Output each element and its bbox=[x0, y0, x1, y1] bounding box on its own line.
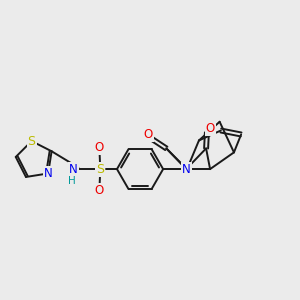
Text: O: O bbox=[143, 128, 153, 141]
Text: O: O bbox=[206, 122, 215, 135]
Text: H: H bbox=[68, 176, 76, 186]
Text: N: N bbox=[44, 167, 52, 180]
Text: S: S bbox=[96, 163, 104, 176]
Text: O: O bbox=[95, 184, 104, 197]
Text: O: O bbox=[95, 141, 104, 154]
Text: S: S bbox=[28, 135, 36, 148]
Text: N: N bbox=[182, 163, 190, 176]
Text: N: N bbox=[69, 163, 78, 176]
